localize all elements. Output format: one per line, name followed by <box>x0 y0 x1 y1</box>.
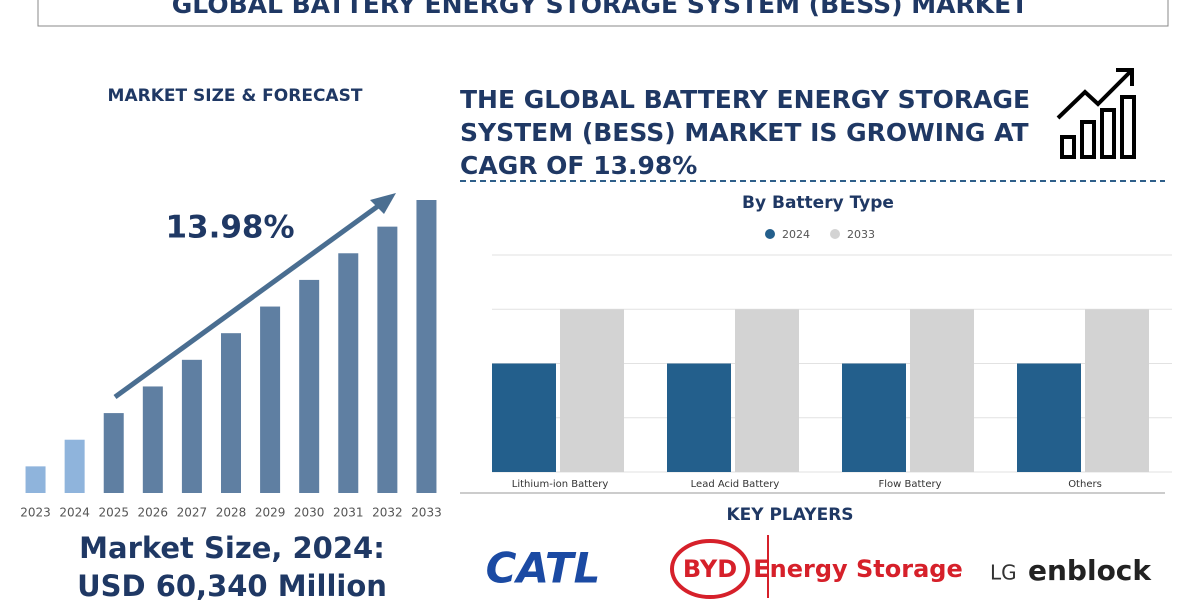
bar <box>560 309 624 472</box>
x-tick-label: 2025 <box>98 506 129 520</box>
market-size-line: Market Size, 2024: <box>79 531 385 565</box>
bar <box>1085 309 1149 472</box>
bar <box>910 309 974 472</box>
bar <box>25 466 46 493</box>
bar <box>299 279 320 493</box>
header-title: GLOBAL BATTERY ENERGY STORAGE SYSTEM (BE… <box>172 0 1028 19</box>
bar <box>667 363 731 472</box>
cagr-annotation: 13.98% <box>165 210 294 246</box>
x-tick-label: 2024 <box>59 506 90 520</box>
bar <box>142 386 163 493</box>
bar <box>103 413 124 493</box>
bar <box>735 309 799 472</box>
headline-line: CAGR OF 13.98% <box>460 151 697 180</box>
legend-label: 2024 <box>782 228 810 241</box>
chart-title: By Battery Type <box>742 193 894 213</box>
header-box <box>37 0 1169 27</box>
bar <box>64 439 85 493</box>
arrow-head <box>370 193 396 214</box>
x-tick-label: Lithium-ion Battery <box>512 479 609 490</box>
market-size-line: USD 60,340 Million <box>77 569 387 600</box>
x-tick-label: 2030 <box>294 506 325 520</box>
x-tick-label: Flow Battery <box>878 479 941 490</box>
logo: BYD <box>683 555 737 583</box>
logo: LG <box>990 561 1017 585</box>
logo: CATL <box>486 544 601 593</box>
bar <box>221 333 241 493</box>
bar <box>416 200 437 493</box>
x-tick-label: 2031 <box>333 506 364 520</box>
key-players-title: KEY PLAYERS <box>726 505 853 525</box>
logo: Energy Storage <box>753 555 963 583</box>
legend-marker <box>830 229 840 239</box>
logo: enblock <box>1028 554 1152 587</box>
bar <box>377 226 398 494</box>
x-tick-label: Others <box>1068 479 1102 490</box>
x-tick-label: 2029 <box>255 506 286 520</box>
x-tick-label: 2033 <box>411 506 442 520</box>
bar <box>181 359 202 493</box>
chart-title: MARKET SIZE & FORECAST <box>108 86 363 106</box>
x-tick-label: Lead Acid Battery <box>691 479 780 490</box>
legend-label: 2033 <box>847 228 875 241</box>
bar <box>260 306 281 493</box>
x-tick-label: 2032 <box>372 506 403 520</box>
x-tick-label: 2026 <box>138 506 169 520</box>
bar <box>1017 363 1081 472</box>
bar <box>338 253 359 493</box>
x-tick-label: 2023 <box>20 506 51 520</box>
headline-line: THE GLOBAL BATTERY ENERGY STORAGE <box>460 85 1030 114</box>
legend-marker <box>765 229 775 239</box>
bar <box>842 363 906 472</box>
headline-line: SYSTEM (BESS) MARKET IS GROWING AT <box>460 118 1029 147</box>
x-tick-label: 2027 <box>177 506 208 520</box>
growth-icon <box>1056 68 1136 159</box>
growth-arrow <box>113 198 387 400</box>
bar <box>492 363 556 472</box>
logo-ring <box>670 539 750 599</box>
x-tick-label: 2028 <box>216 506 247 520</box>
